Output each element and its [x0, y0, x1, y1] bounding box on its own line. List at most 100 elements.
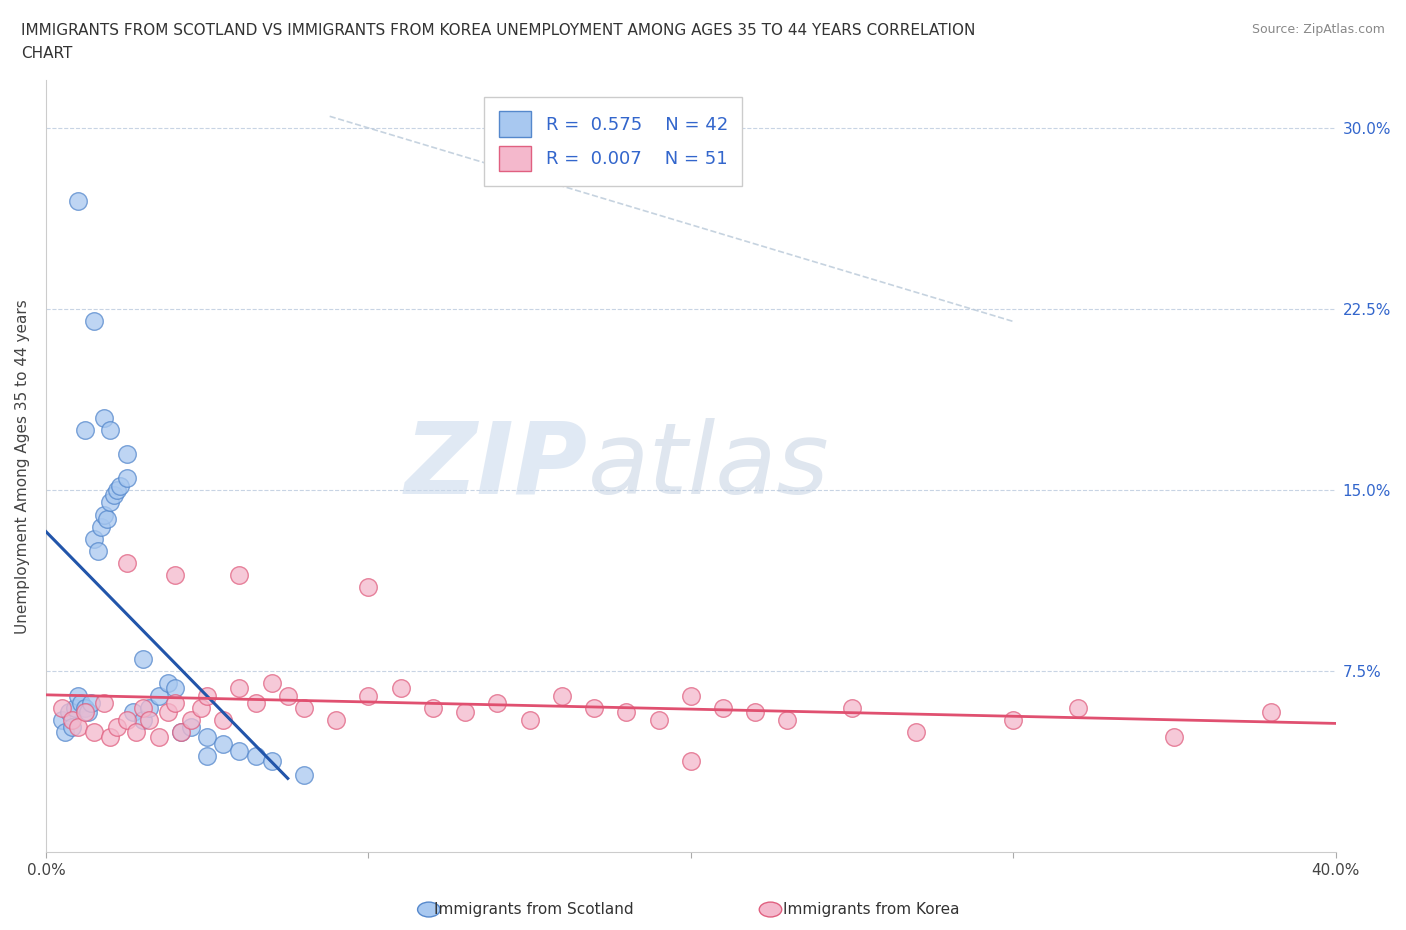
Point: [776, 712, 799, 727]
Point: [73, 700, 96, 715]
Point: [122, 705, 145, 720]
Point: [614, 705, 637, 720]
Point: [93, 696, 115, 711]
Point: [647, 712, 669, 727]
Point: [60, 720, 83, 735]
Point: [58, 705, 80, 720]
Point: [115, 555, 138, 570]
Point: [77, 705, 100, 720]
Point: [115, 712, 138, 727]
Point: [73, 422, 96, 437]
Point: [325, 712, 347, 727]
Point: [131, 700, 153, 715]
Point: [105, 483, 128, 498]
Point: [180, 712, 202, 727]
Point: [212, 712, 235, 727]
Point: [1002, 712, 1025, 727]
Point: [86, 543, 108, 558]
Point: [519, 712, 541, 727]
Point: [51, 712, 73, 727]
Point: [1066, 700, 1088, 715]
Point: [163, 681, 186, 696]
Point: [100, 729, 122, 744]
Point: [90, 519, 112, 534]
Point: [711, 700, 734, 715]
Point: [357, 579, 380, 594]
Y-axis label: Unemployment Among Ages 35 to 44 years: Unemployment Among Ages 35 to 44 years: [15, 299, 30, 633]
Point: [93, 410, 115, 425]
Point: [905, 724, 928, 739]
Point: [108, 478, 131, 493]
Point: [228, 567, 250, 582]
Point: [73, 705, 96, 720]
Point: [292, 700, 315, 715]
Point: [245, 749, 267, 764]
Text: atlas: atlas: [588, 418, 830, 514]
Point: [292, 767, 315, 782]
Point: [583, 700, 606, 715]
Point: [277, 688, 299, 703]
Legend: R =  0.575    N = 42, R =  0.007    N = 51: R = 0.575 N = 42, R = 0.007 N = 51: [484, 97, 742, 186]
Point: [841, 700, 863, 715]
Point: [67, 688, 90, 703]
Point: [63, 700, 86, 715]
Point: [260, 676, 283, 691]
Point: [67, 193, 90, 208]
Point: [100, 422, 122, 437]
Point: [163, 696, 186, 711]
Point: [195, 729, 218, 744]
Point: [212, 737, 235, 751]
Text: Immigrants from Scotland: Immigrants from Scotland: [434, 902, 634, 917]
Point: [195, 749, 218, 764]
Point: [96, 512, 118, 526]
Text: Immigrants from Korea: Immigrants from Korea: [783, 902, 960, 917]
Point: [103, 487, 125, 502]
Point: [115, 446, 138, 461]
Point: [260, 753, 283, 768]
Point: [157, 676, 180, 691]
Point: [454, 705, 477, 720]
Text: Source: ZipAtlas.com: Source: ZipAtlas.com: [1251, 23, 1385, 36]
Point: [148, 688, 170, 703]
Point: [67, 720, 90, 735]
Point: [138, 712, 160, 727]
Point: [228, 744, 250, 759]
Point: [245, 696, 267, 711]
Point: [125, 724, 148, 739]
Point: [357, 688, 380, 703]
Point: [389, 681, 412, 696]
Point: [138, 700, 160, 715]
Point: [195, 688, 218, 703]
Text: IMMIGRANTS FROM SCOTLAND VS IMMIGRANTS FROM KOREA UNEMPLOYMENT AMONG AGES 35 TO : IMMIGRANTS FROM SCOTLAND VS IMMIGRANTS F…: [21, 23, 976, 38]
Point: [157, 705, 180, 720]
Point: [70, 696, 93, 711]
Point: [170, 724, 193, 739]
Point: [60, 712, 83, 727]
Point: [170, 724, 193, 739]
Point: [180, 720, 202, 735]
Point: [679, 688, 702, 703]
Point: [83, 724, 105, 739]
Point: [53, 724, 76, 739]
Point: [190, 700, 212, 715]
Point: [679, 753, 702, 768]
Text: CHART: CHART: [21, 46, 73, 61]
Point: [100, 495, 122, 510]
Point: [148, 729, 170, 744]
Point: [163, 567, 186, 582]
Point: [83, 531, 105, 546]
Point: [51, 700, 73, 715]
Point: [486, 696, 509, 711]
Point: [93, 507, 115, 522]
Point: [551, 688, 574, 703]
Point: [1260, 705, 1282, 720]
Text: ZIP: ZIP: [405, 418, 588, 514]
Point: [115, 471, 138, 485]
Point: [80, 696, 103, 711]
Point: [228, 681, 250, 696]
Point: [83, 314, 105, 329]
Point: [744, 705, 766, 720]
Point: [422, 700, 444, 715]
Point: [105, 720, 128, 735]
Point: [131, 712, 153, 727]
